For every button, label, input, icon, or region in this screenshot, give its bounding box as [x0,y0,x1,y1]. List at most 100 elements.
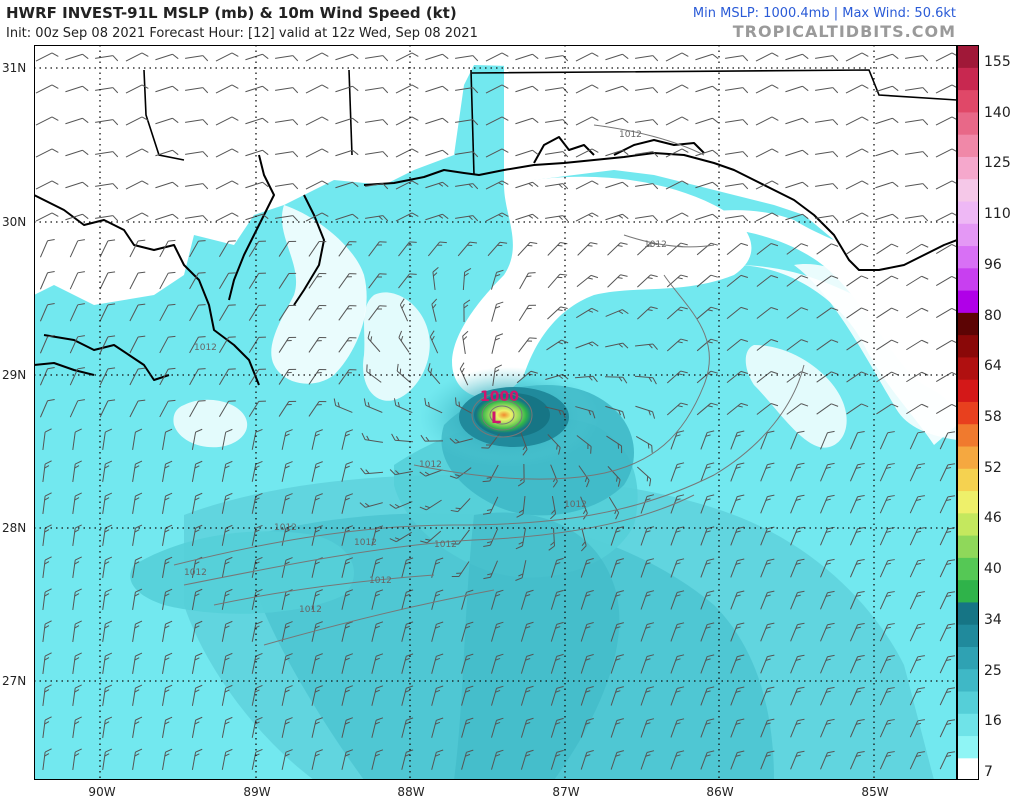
wind-barb [906,339,929,351]
wind-barb [371,621,384,642]
wind-barb [845,84,869,94]
wind-barb [155,213,179,221]
wind-barb [371,685,384,706]
wind-barb [700,718,715,738]
wind-barb [162,556,173,578]
wind-barb [221,684,233,706]
wind-barb [666,274,688,288]
wind-barb [726,306,749,320]
wind-barb [39,398,55,418]
wind-barb [221,428,233,450]
wind-barb [490,269,504,290]
wind-barb [634,343,658,350]
wind-barb [368,273,387,289]
wind-barb [251,428,263,450]
wind-barb [278,400,297,417]
wind-barb [939,623,956,642]
wind-barb [730,430,745,450]
wind-barb [760,590,775,610]
wind-barb [248,368,266,385]
wind-barb [69,239,85,258]
wind-barb [431,621,444,642]
wind-barb [431,298,438,322]
wind-barb [359,502,383,508]
wind-barb [547,306,568,320]
wind-barb [215,84,239,94]
wind-barb [72,620,82,642]
max-wind: Max Wind: 50.6kt [842,6,956,21]
wind-barb [730,654,745,674]
wind-barb [845,148,869,158]
wind-barb [461,621,474,642]
colorbar-label: 64 [984,358,1002,375]
wind-barb [520,749,534,770]
wind-barb [666,370,688,384]
wind-barb [395,52,419,62]
colorbar-label: 140 [984,104,1010,121]
wind-barb [670,750,685,770]
map-panel[interactable]: 1012 1012 1012 1012 1012 1012 1012 1012 … [34,45,957,780]
wind-barb [461,685,474,706]
wind-barb [132,492,143,514]
wind-barb [278,368,297,385]
wind-barb [341,653,353,674]
wind-barb [755,180,779,190]
wind-barb [221,556,233,578]
wind-barb [278,336,297,353]
wind-barb [760,654,775,674]
wind-barb [610,558,624,578]
wind-barb [849,654,865,674]
wind-barb [281,493,293,514]
wind-barb [483,560,498,580]
wind-barb [905,183,929,190]
colorbar-bin [957,668,979,692]
wind-barb [162,492,173,514]
wind-barb [281,461,293,482]
wind-barb [700,750,715,770]
wind-barb [427,241,447,257]
wind-barb [39,270,55,290]
wind-barb [371,653,384,674]
wind-barb [218,240,236,258]
wind-barb [491,749,504,770]
wind-barb [491,589,504,610]
wind-barb [485,84,509,94]
wind-barb [401,557,414,578]
wind-barb [517,241,538,256]
wind-barb [95,215,119,222]
wind-barb [218,400,236,418]
wind-barb [700,558,715,578]
isobar-label: 1012 [619,130,642,140]
wind-barb [341,429,353,450]
wind-barb [42,492,52,514]
wind-barb [730,590,745,610]
wind-barb [159,239,176,258]
wind-barb [547,273,568,289]
wind-barb [162,716,173,738]
wind-barb [605,309,629,317]
wind-barb [670,654,685,674]
wind-barb [637,306,658,320]
wind-barb [393,398,413,414]
wind-barb [492,364,502,386]
wind-barb [636,466,652,487]
wind-barb [785,213,809,221]
wind-barb [939,495,956,514]
wind-barb [909,463,925,482]
wind-barb [665,148,689,158]
wind-barb [820,750,835,770]
wind-barb [455,397,473,414]
wind-barb [483,528,499,547]
wind-barb [816,243,839,255]
wind-barb [396,363,412,384]
wind-barb [311,589,323,610]
wind-barb [849,526,865,546]
wind-barb [700,430,715,450]
wind-barb [640,622,655,642]
wind-barb [635,215,659,222]
wind-barb [221,492,233,514]
wind-barb [610,750,624,770]
min-pressure-label: 1000 [480,389,519,405]
wind-barb [102,556,113,578]
wind-barb [125,180,149,190]
